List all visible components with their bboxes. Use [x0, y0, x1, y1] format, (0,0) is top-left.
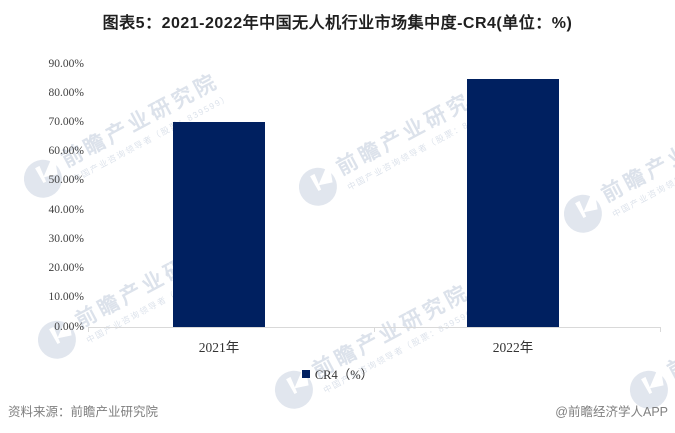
y-axis-tick-label: 90.00%	[48, 57, 84, 70]
x-axis-label: 2022年	[492, 340, 534, 355]
x-axis-label: 2021年	[198, 340, 240, 355]
y-axis-tick-label: 30.00%	[48, 232, 84, 245]
credit-text: @前瞻经济学人APP	[555, 405, 668, 419]
x-axis-tick	[88, 327, 89, 332]
x-axis-tick	[374, 327, 375, 332]
source-text: 资料来源：前瞻产业研究院	[8, 405, 159, 419]
plot-area	[88, 64, 661, 332]
y-axis-tick-label: 80.00%	[48, 86, 84, 99]
chart-title: 图表5：2021-2022年中国无人机行业市场集中度-CR4(单位：%)	[102, 15, 573, 32]
bar-2021年	[173, 122, 265, 327]
legend-swatch-icon	[301, 369, 310, 378]
y-axis-tick-label: 60.00%	[48, 145, 84, 158]
y-axis-tick-label: 10.00%	[48, 291, 84, 304]
y-axis-tick-label: 70.00%	[48, 115, 84, 128]
legend-label: CR4（%）	[314, 368, 374, 382]
x-axis-tick	[660, 327, 661, 332]
y-axis-tick-label: 50.00%	[48, 174, 84, 187]
y-axis-tick-label: 20.00%	[48, 262, 84, 275]
y-axis-tick-label: 40.00%	[48, 203, 84, 216]
y-axis-tick-label: 0.00%	[54, 320, 84, 333]
bar-2022年	[467, 79, 559, 327]
legend: CR4（%）	[0, 364, 675, 383]
